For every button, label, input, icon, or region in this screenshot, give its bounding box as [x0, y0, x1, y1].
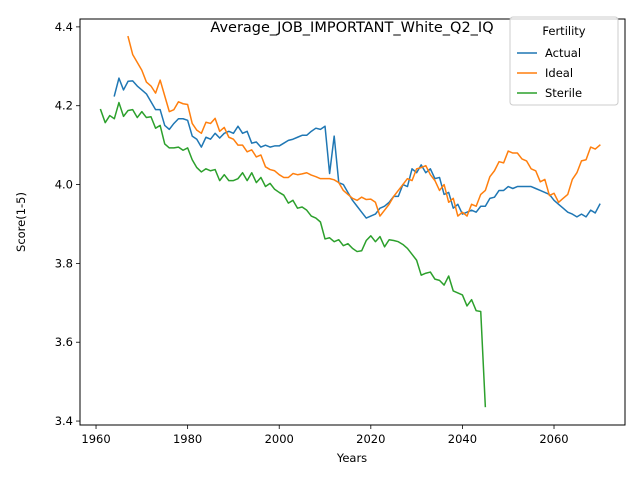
- x-tick-label: 1980: [173, 432, 202, 446]
- y-axis-label: Score(1-5): [14, 192, 28, 252]
- x-tick-label: 1960: [81, 432, 110, 446]
- x-tick-label: 2060: [539, 432, 568, 446]
- y-tick-label: 4.4: [55, 20, 73, 34]
- x-axis-label: Years: [336, 451, 367, 465]
- legend-title: Fertility: [542, 24, 585, 38]
- y-tick-label: 4.0: [55, 178, 73, 192]
- x-tick-label: 2020: [356, 432, 385, 446]
- y-tick-label: 4.2: [55, 99, 73, 113]
- legend-label-ideal: Ideal: [545, 66, 573, 80]
- x-tick-label: 2000: [265, 432, 294, 446]
- x-tick-label: 2040: [448, 432, 477, 446]
- chart-title: Average_JOB_IMPORTANT_White_Q2_IQ: [210, 20, 493, 36]
- y-tick-label: 3.8: [55, 256, 73, 270]
- legend: Fertility Actual Ideal Sterile: [510, 17, 618, 105]
- legend-label-sterile: Sterile: [545, 86, 582, 100]
- y-tick-label: 3.6: [55, 335, 73, 349]
- y-tick-label: 3.4: [55, 414, 73, 428]
- legend-label-actual: Actual: [545, 46, 581, 60]
